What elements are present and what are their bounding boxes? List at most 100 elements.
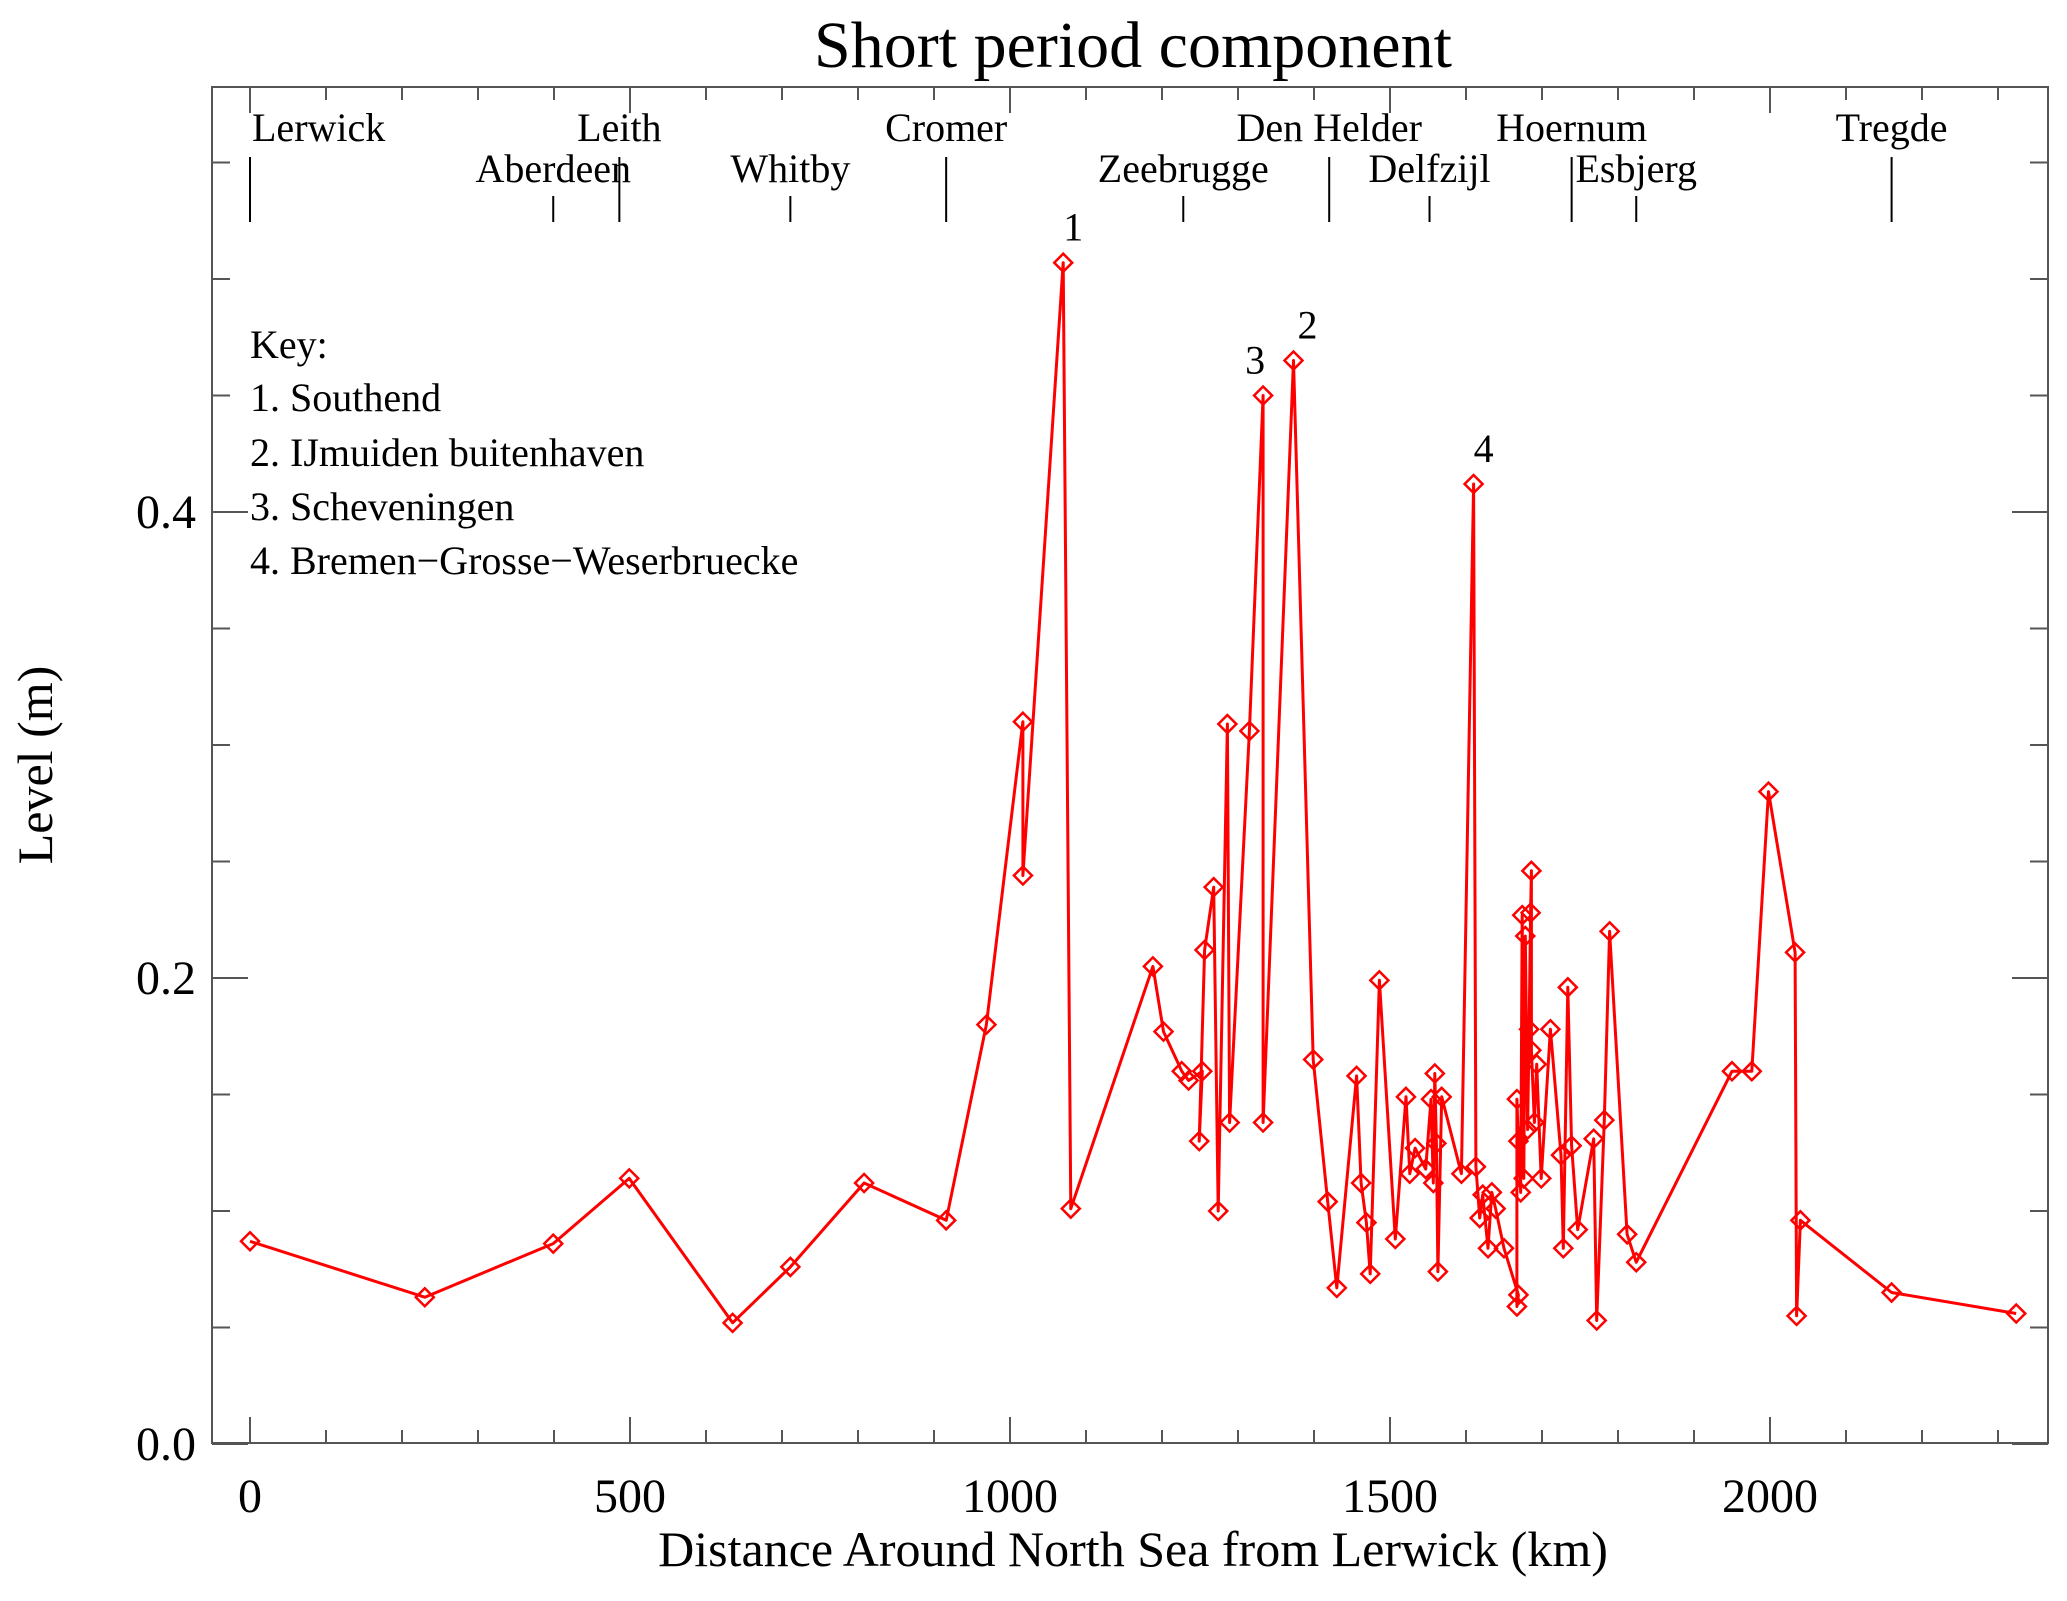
data-point-marker xyxy=(1507,1130,1530,1152)
data-point-marker xyxy=(1012,710,1034,733)
station-label: Lerwick xyxy=(252,105,385,150)
data-point-marker xyxy=(1625,1251,1648,1274)
data-point-marker xyxy=(1484,1197,1507,1220)
key-title: Key: xyxy=(250,322,328,367)
x-tick-label: 1500 xyxy=(1342,1470,1438,1523)
key-item: 1. Southend xyxy=(250,375,441,420)
data-point-marker xyxy=(1326,1277,1348,1299)
data-point-marker xyxy=(542,1232,565,1255)
data-point-marker xyxy=(618,1167,641,1190)
data-point-marker xyxy=(1785,1305,1808,1327)
data-point-marker xyxy=(1052,251,1074,274)
station-label: Zeebrugge xyxy=(1098,146,1269,191)
data-point-marker xyxy=(1757,780,1780,803)
data-point-marker xyxy=(1218,1111,1241,1134)
data-point-marker xyxy=(1598,920,1621,943)
data-point-marker xyxy=(1557,976,1579,999)
data-point-marker xyxy=(1465,1155,1487,1178)
data-point-marker xyxy=(1550,1144,1572,1166)
data-point-marker xyxy=(1142,955,1164,978)
key-item: 2. IJmuiden buitenhaven xyxy=(250,430,644,475)
data-point-marker xyxy=(1880,1281,1903,1304)
data-point-marker xyxy=(1282,349,1305,372)
key-item: 3. Scheveningen xyxy=(250,484,514,529)
peak-annotation-label: 1 xyxy=(1063,205,1083,250)
data-point-marker xyxy=(1552,1237,1575,1260)
peak-annotation-label: 2 xyxy=(1297,303,1317,348)
data-point-marker xyxy=(239,1230,261,1253)
data-point-marker xyxy=(1207,1200,1230,1222)
data-point-marker xyxy=(1193,939,1216,961)
data-point-marker xyxy=(1616,1223,1638,1246)
station-label: Whitby xyxy=(730,146,850,191)
station-label: Cromer xyxy=(885,105,1007,150)
data-point-marker xyxy=(1060,1197,1082,1220)
data-point-marker xyxy=(1395,1086,1417,1108)
data-point-marker xyxy=(1422,1172,1445,1194)
x-tick-label: 500 xyxy=(594,1470,666,1523)
data-point-marker xyxy=(935,1209,957,1232)
data-point-marker xyxy=(1493,1237,1515,1260)
station-label: Hoernum xyxy=(1496,105,1647,150)
data-point-marker xyxy=(1177,1069,1200,1092)
x-axis-label: Distance Around North Sea from Lerwick (… xyxy=(658,1521,1608,1577)
data-point-marker xyxy=(1424,1062,1446,1085)
y-tick-label: 0.0 xyxy=(136,1418,196,1471)
data-point-marker xyxy=(1398,1162,1421,1185)
data-point-marker xyxy=(1471,1183,1494,1206)
y-tick-label: 0.2 xyxy=(136,952,196,1005)
x-tick-label: 0 xyxy=(238,1470,262,1523)
data-point-marker xyxy=(1523,1111,1546,1134)
data-point-marker xyxy=(1188,1130,1211,1152)
data-point-marker xyxy=(1450,1162,1473,1185)
data-point-marker xyxy=(414,1286,436,1308)
data-point-marker xyxy=(1539,1018,1562,1041)
data-point-marker xyxy=(1345,1065,1368,1087)
data-point-marker xyxy=(853,1172,875,1194)
data-point-marker xyxy=(1530,1167,1553,1190)
data-point-marker xyxy=(1516,1118,1539,1141)
plot-frame xyxy=(211,86,2049,1444)
data-point-marker xyxy=(975,1013,998,1036)
data-point-marker xyxy=(1152,1020,1175,1043)
key-legend: Key: 1. Southend 2. IJmuiden buitenhaven… xyxy=(250,322,798,583)
chart-title: Short period component xyxy=(814,9,1452,82)
data-point-marker xyxy=(721,1312,744,1334)
y-axis: 0.0 0.2 0.4 xyxy=(136,161,2048,1471)
data-point-marker xyxy=(1518,1018,1540,1041)
data-point-marker xyxy=(1316,1190,1339,1213)
data-point-marker xyxy=(1468,1207,1491,1229)
data-point-marker xyxy=(2005,1302,2028,1325)
data-point-marker xyxy=(1302,1048,1325,1071)
station-label: Esbjerg xyxy=(1576,146,1697,191)
data-point-marker xyxy=(1721,1060,1743,1082)
data-point-marker xyxy=(1425,1132,1448,1155)
data-series xyxy=(239,251,2028,1334)
data-point-marker xyxy=(1511,904,1534,926)
station-label: Aberdeen xyxy=(476,146,631,191)
data-point-marker xyxy=(1506,1088,1528,1110)
data-point-marker xyxy=(1216,713,1239,735)
data-point-marker xyxy=(1368,969,1391,992)
peak-annotation-label: 4 xyxy=(1474,426,1494,471)
data-point-marker xyxy=(1519,901,1542,924)
key-item: 4. Bremen−Grosse−Weserbruecke xyxy=(250,538,798,583)
station-label: Den Helder xyxy=(1236,105,1421,150)
data-point-marker xyxy=(1012,864,1034,887)
station-label: Tregde xyxy=(1836,105,1948,150)
data-point-marker xyxy=(1420,1088,1442,1110)
peak-annotations: 1 23 4 xyxy=(1063,205,1493,471)
x-axis: 0 500 1000 1500 2000 xyxy=(238,87,1999,1523)
data-point-marker xyxy=(1514,925,1537,947)
data-point-marker xyxy=(1512,1167,1535,1190)
data-point-marker xyxy=(1355,1211,1378,1234)
data-point-marker xyxy=(1350,1172,1372,1194)
station-label: Delfzijl xyxy=(1368,146,1490,191)
data-point-marker xyxy=(779,1256,802,1278)
data-point-marker xyxy=(1507,1284,1530,1306)
data-point-marker xyxy=(1593,1109,1616,1131)
data-point-marker xyxy=(1789,1209,1812,1232)
data-point-marker xyxy=(1525,1053,1548,1075)
